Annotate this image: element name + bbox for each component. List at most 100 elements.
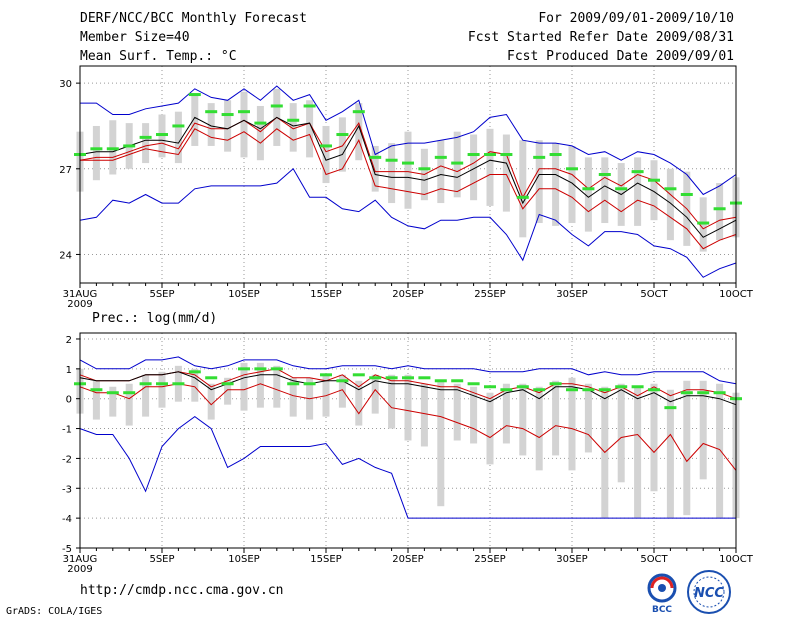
p75-line (79, 368, 737, 400)
observed-marker (320, 373, 332, 377)
observed-marker (188, 370, 201, 374)
observed-marker (533, 155, 546, 159)
observed-marker (303, 104, 316, 108)
spread-box (716, 383, 724, 519)
min-line (79, 168, 737, 278)
observed-marker (156, 133, 168, 137)
observed-marker (549, 382, 562, 386)
min-line (79, 415, 736, 519)
observed-marker (106, 147, 119, 151)
observed-marker (123, 144, 136, 148)
observed-marker (139, 135, 152, 139)
observed-marker (303, 382, 316, 386)
spread-box (388, 374, 396, 429)
max-line (79, 356, 737, 385)
member-size: Member Size=40 (80, 30, 190, 45)
observed-marker (238, 367, 250, 371)
x-tick-label: 10OCT (719, 289, 754, 300)
x-tick-label: 30SEP (556, 554, 587, 565)
spread-box (240, 362, 248, 411)
x-tick-label: 15SEP (310, 289, 341, 300)
observed-marker (90, 147, 103, 151)
spread-box (470, 386, 478, 444)
observed-marker (566, 388, 578, 392)
observed-marker (631, 170, 644, 174)
observed-marker (434, 379, 447, 383)
spread-box (486, 392, 494, 465)
ncc-logo: NCC (687, 570, 731, 614)
x-tick-label: 15SEP (310, 554, 341, 565)
y-tick-label: 0 (66, 395, 72, 406)
spread-box (355, 380, 363, 426)
observed-marker (451, 161, 464, 165)
spread-box (634, 386, 642, 519)
chart-title: DERF/NCC/BCC Monthly Forecast (80, 11, 307, 26)
spread-box (256, 105, 264, 161)
spread-box (568, 145, 576, 224)
observed-marker (418, 376, 431, 380)
observed-marker (172, 124, 185, 128)
observed-marker (270, 104, 283, 108)
y-tick-label: -2 (62, 454, 72, 465)
spread-box (453, 383, 461, 441)
observed-marker (697, 221, 710, 225)
spread-box (338, 117, 346, 172)
spread-box (306, 100, 314, 158)
observed-marker (582, 388, 595, 392)
x-tick-label: 10SEP (228, 554, 259, 565)
observed-marker (336, 379, 349, 383)
observed-marker (713, 207, 726, 211)
spread-box (125, 383, 133, 426)
x-tick-label: 5SEP (149, 554, 174, 565)
x-tick-label: 25SEP (474, 554, 505, 565)
observed-marker (172, 382, 185, 386)
spread-box (191, 94, 199, 146)
spread-box (502, 134, 510, 212)
spread-box (535, 140, 543, 224)
spread-box (191, 368, 199, 402)
observed-marker (484, 385, 496, 389)
spread-box (634, 157, 642, 226)
observed-marker (697, 391, 710, 395)
chart-panel-1: 24 27 30 31AUG 5SEP 10SEP 15SEP 20SEP 25SEP 30SEP… (59, 65, 754, 310)
y-tick-label: -5 (62, 544, 72, 555)
observed-marker (615, 187, 628, 191)
bcc-logo: BCC (647, 573, 677, 614)
x-tick-label: 5SEP (149, 289, 174, 300)
spread-box (224, 100, 232, 152)
y-tick-label: -3 (62, 484, 72, 495)
spread-box (158, 371, 166, 408)
observed-marker (287, 382, 300, 386)
observed-marker (139, 382, 152, 386)
observed-marker (598, 388, 611, 392)
spread-box (486, 128, 494, 206)
spread-box (437, 380, 445, 507)
y-tick-label: 27 (59, 165, 72, 176)
precip-subtitle: Prec.: log(mm/d) (92, 311, 217, 326)
y-tick-label: 1 (66, 365, 72, 376)
x-tick-label: 31AUG (63, 554, 98, 565)
observed-marker (352, 110, 365, 114)
x-tick-label: 30SEP (556, 289, 587, 300)
spread-box (371, 145, 379, 192)
forecast-period: For 2009/09/01-2009/10/10 (538, 11, 734, 26)
observed-marker (631, 385, 644, 389)
observed-marker (648, 178, 660, 182)
source-url[interactable]: http://cmdp.ncc.cma.gov.cn (80, 583, 284, 598)
observed-marker (713, 391, 726, 395)
observed-marker (500, 388, 513, 392)
observed-marker (434, 155, 447, 159)
spread-box (420, 383, 428, 447)
observed-marker (385, 158, 398, 162)
observed-marker (549, 153, 562, 157)
spread-box (650, 160, 658, 221)
observed-marker (254, 367, 267, 371)
spread-box (142, 374, 150, 417)
bcc-logo-text: BCC (652, 605, 672, 614)
observed-marker (188, 93, 201, 97)
observed-marker (320, 144, 332, 148)
spread-box (601, 157, 609, 224)
observed-marker (680, 192, 693, 196)
spread-box (256, 362, 264, 408)
